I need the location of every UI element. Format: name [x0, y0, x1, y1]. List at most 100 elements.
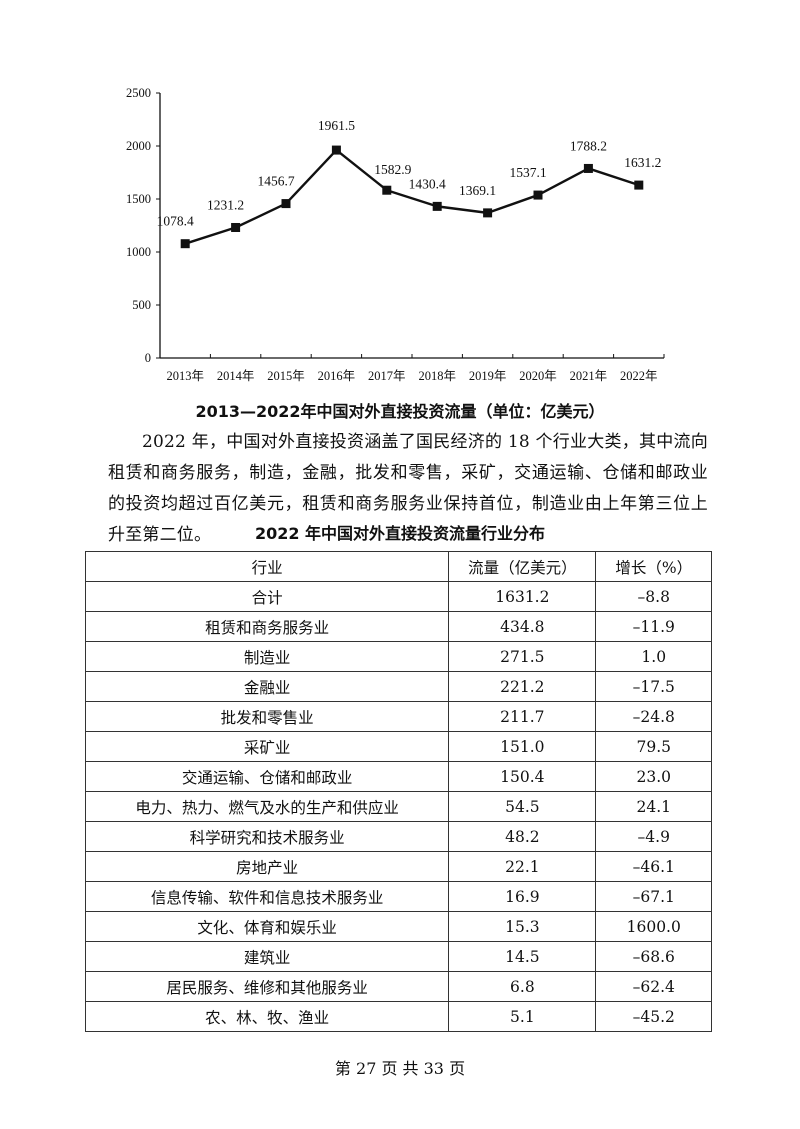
- table-row: 电力、热力、燃气及水的生产和供应业 54.5 24.1: [84, 791, 712, 822]
- x-tick-label: 2015年: [267, 369, 305, 383]
- y-tick-label: 1000: [126, 245, 151, 259]
- cell-growth: 1600.0: [595, 911, 712, 942]
- y-tick-label: 1500: [126, 192, 151, 206]
- cell-industry: 租赁和商务服务业: [84, 611, 450, 642]
- cell-flow: 16.9: [448, 881, 597, 912]
- cell-flow: 271.5: [448, 641, 597, 672]
- cell-flow: 22.1: [448, 851, 597, 882]
- cell-industry: 批发和零售业: [84, 701, 450, 732]
- cell-flow: 211.7: [448, 701, 597, 732]
- y-tick-label: 2000: [126, 139, 151, 153]
- cell-growth: –45.2: [595, 1001, 712, 1032]
- table-row: 农、林、牧、渔业 5.1 –45.2: [84, 1001, 712, 1032]
- body-paragraph: 2022 年，中国对外直接投资涵盖了国民经济的 18 个行业大类，其中流向租赁和…: [108, 432, 708, 545]
- cell-flow: 5.1: [448, 1001, 597, 1032]
- cell-growth: –62.4: [595, 971, 712, 1002]
- cell-flow: 15.3: [448, 911, 597, 942]
- table-header-row: 行业 流量（亿美元） 增长（%）: [84, 551, 712, 582]
- series-line: [184, 148, 640, 245]
- x-tick-label: 2014年: [217, 369, 255, 383]
- table-row: 制造业 271.5 1.0: [84, 641, 712, 672]
- cell-growth: –8.8: [595, 581, 712, 612]
- cell-industry: 文化、体育和娱乐业: [84, 911, 450, 942]
- data-point-marker: [382, 185, 392, 195]
- data-point-marker: [432, 201, 442, 211]
- table-row: 合计 1631.2 –8.8: [84, 581, 712, 612]
- y-axis: 0 500 1000 1500 2000 2500: [126, 86, 161, 365]
- cell-flow: 150.4: [448, 761, 597, 792]
- data-label: 1456.7: [257, 174, 294, 189]
- data-label: 1537.1: [509, 165, 546, 180]
- cell-industry: 建筑业: [84, 941, 450, 972]
- cell-flow: 54.5: [448, 791, 597, 822]
- data-label: 1582.9: [374, 162, 411, 177]
- cell-growth: –68.6: [595, 941, 712, 972]
- x-tick-label: 2016年: [318, 369, 356, 383]
- cell-industry: 农、林、牧、渔业: [84, 1001, 450, 1032]
- cell-growth: 1.0: [595, 641, 712, 672]
- cell-flow: 434.8: [448, 611, 597, 642]
- y-tick-label: 0: [145, 351, 151, 365]
- table-row: 文化、体育和娱乐业 15.3 1600.0: [84, 911, 712, 942]
- data-label: 1961.5: [318, 118, 355, 133]
- x-tick-label: 2021年: [570, 369, 608, 383]
- cell-industry: 电力、热力、燃气及水的生产和供应业: [84, 791, 450, 822]
- table-title: 2022 年中国对外直接投资流量行业分布: [254, 524, 546, 543]
- cell-flow: 6.8: [448, 971, 597, 1002]
- data-point-marker: [483, 208, 493, 218]
- table-row: 金融业 221.2 –17.5: [84, 671, 712, 702]
- cell-industry: 居民服务、维修和其他服务业: [84, 971, 450, 1002]
- table-row: 批发和零售业 211.7 –24.8: [84, 701, 712, 732]
- cell-industry: 采矿业: [84, 731, 450, 762]
- data-point-marker: [533, 190, 543, 200]
- y-tick-label: 500: [132, 298, 151, 312]
- cell-growth: –46.1: [595, 851, 712, 882]
- cell-flow: 1631.2: [448, 581, 597, 612]
- x-tick-label: 2017年: [368, 369, 406, 383]
- cell-industry: 合计: [84, 581, 450, 612]
- cell-growth: 23.0: [595, 761, 712, 792]
- cell-growth: –11.9: [595, 611, 712, 642]
- data-label: 1631.2: [624, 155, 661, 170]
- cell-growth: –17.5: [595, 671, 712, 702]
- header-flow: 流量（亿美元）: [448, 551, 597, 582]
- data-point-marker: [231, 222, 241, 232]
- cell-flow: 14.5: [448, 941, 597, 972]
- x-tick-label: 2022年: [620, 369, 658, 383]
- chart-caption: 2013—2022年中国对外直接投资流量（单位：亿美元）: [195, 402, 605, 421]
- header-growth: 增长（%）: [595, 551, 712, 582]
- cell-flow: 221.2: [448, 671, 597, 702]
- cell-growth: 24.1: [595, 791, 712, 822]
- data-point-marker: [180, 239, 190, 249]
- cell-industry: 科学研究和技术服务业: [84, 821, 450, 852]
- data-point-marker: [583, 163, 593, 173]
- page-number: 第 27 页 共 33 页: [334, 1059, 466, 1078]
- table-row: 租赁和商务服务业 434.8 –11.9: [84, 611, 712, 642]
- cell-growth: –4.9: [595, 821, 712, 852]
- table-row: 房地产业 22.1 –46.1: [84, 851, 712, 882]
- table-row: 科学研究和技术服务业 48.2 –4.9: [84, 821, 712, 852]
- y-tick-label: 2500: [126, 86, 151, 100]
- header-industry: 行业: [84, 551, 450, 582]
- x-axis: 2013年 2014年 2015年 2016年 2017年 2018年 2019年 2020年…: [159, 354, 665, 383]
- x-tick-label: 2013年: [166, 369, 204, 383]
- cell-growth: 79.5: [595, 731, 712, 762]
- cell-industry: 交通运输、仓储和邮政业: [84, 761, 450, 792]
- table-row: 建筑业 14.5 –68.6: [84, 941, 712, 972]
- cell-industry: 金融业: [84, 671, 450, 702]
- cell-industry: 信息传输、软件和信息技术服务业: [84, 881, 450, 912]
- data-point-marker: [331, 145, 341, 155]
- page-footer: 第 27 页 共 33 页: [0, 1055, 800, 1079]
- x-tick-label: 2019年: [469, 369, 507, 383]
- cell-flow: 151.0: [448, 731, 597, 762]
- table-row: 交通运输、仓储和邮政业 150.4 23.0: [84, 761, 712, 792]
- data-point-marker: [634, 180, 644, 190]
- cell-industry: 制造业: [84, 641, 450, 672]
- table-row: 居民服务、维修和其他服务业 6.8 –62.4: [84, 971, 712, 1002]
- data-label: 1231.2: [207, 197, 244, 212]
- cell-industry: 房地产业: [84, 851, 450, 882]
- x-tick-label: 2020年: [519, 369, 557, 383]
- table-row: 采矿业 151.0 79.5: [84, 731, 712, 762]
- cell-growth: –67.1: [595, 881, 712, 912]
